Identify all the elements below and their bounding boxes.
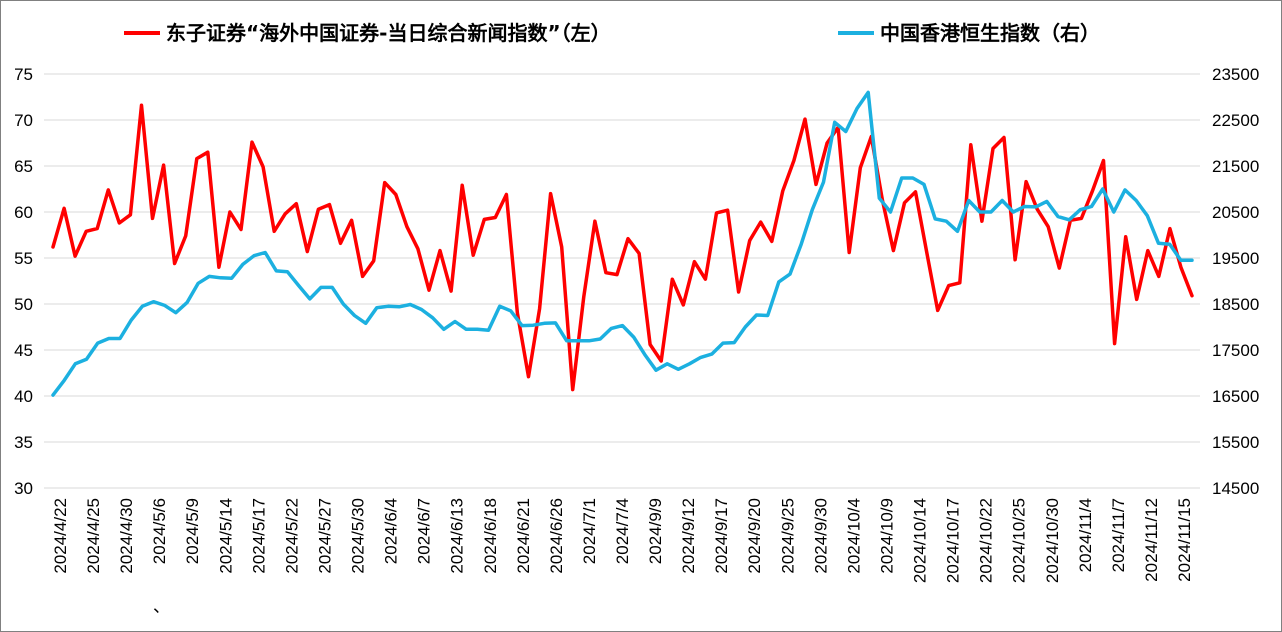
y-left-tick-label: 45 <box>14 341 33 360</box>
x-tick-label: 2024/10/4 <box>844 498 863 574</box>
x-tick-label: 2024/11/12 <box>1142 498 1161 582</box>
x-tick-label: 2024/11/4 <box>1076 498 1095 572</box>
x-tick-label: 2024/6/13 <box>448 498 467 574</box>
series-line-news-index <box>51 103 1194 392</box>
x-tick-label: 2024/10/22 <box>977 498 996 583</box>
y-left-tick-label: 35 <box>14 433 33 452</box>
x-tick-label: 2024/11/15 <box>1175 498 1194 582</box>
y-left-tick-label: 30 <box>14 479 33 498</box>
x-tick-label: 2024/5/14 <box>216 498 235 574</box>
y-axis-right: 14500 15500 16500 17500 18500 19500 20500 21500… <box>1212 65 1259 498</box>
x-tick-label: 2024/9/12 <box>679 498 698 574</box>
x-tick-label: 2024/6/4 <box>382 498 401 564</box>
y-left-tick-label: 65 <box>14 157 33 176</box>
series-line-hang-seng <box>51 90 1194 397</box>
y-right-tick-label: 20500 <box>1212 203 1259 222</box>
x-tick-label: 2024/9/9 <box>646 498 665 564</box>
legend-label-hang-seng: 中国香港恒生指数（右） <box>880 21 1100 45</box>
x-tick-label: 2024/4/22 <box>51 498 70 574</box>
x-tick-label: 2024/5/30 <box>349 498 368 574</box>
x-tick-label: 2024/5/6 <box>150 498 169 564</box>
x-tick-label: 2024/6/18 <box>481 498 500 574</box>
y-right-tick-label: 15500 <box>1212 433 1259 452</box>
legend-label-news-index: 东子证券“海外中国证券-当日综合新闻指数”（左） <box>166 21 611 45</box>
y-right-tick-label: 17500 <box>1212 341 1259 360</box>
x-tick-label: 2024/7/1 <box>580 498 599 564</box>
x-tick-label: 2024/4/30 <box>117 498 136 574</box>
y-axis-left: 30 35 40 45 50 55 60 65 70 75 <box>14 65 33 498</box>
x-tick-label: 2024/6/26 <box>547 498 566 574</box>
y-right-tick-label: 19500 <box>1212 249 1259 268</box>
x-tick-label: 2024/6/21 <box>514 498 533 574</box>
x-tick-label: 2024/5/22 <box>282 498 301 574</box>
x-tick-label: 2024/7/4 <box>613 498 632 564</box>
x-tick-label: 2024/9/25 <box>778 498 797 574</box>
gridlines <box>44 73 1200 489</box>
x-tick-label: 2024/11/7 <box>1109 498 1128 572</box>
x-tick-label: 2024/9/30 <box>811 498 830 574</box>
x-tick-label: 2024/5/17 <box>249 498 268 574</box>
x-tick-label: 2024/6/7 <box>415 498 434 564</box>
y-left-tick-label: 55 <box>14 249 33 268</box>
y-left-tick-label: 70 <box>14 111 33 130</box>
x-axis-note: 、 <box>153 597 170 616</box>
x-tick-label: 2024/5/27 <box>315 498 334 574</box>
legend: 东子证券“海外中国证券-当日综合新闻指数”（左） 中国香港恒生指数（右） <box>124 21 1100 45</box>
x-tick-label: 2024/10/25 <box>1010 498 1029 583</box>
y-right-tick-label: 16500 <box>1212 387 1259 406</box>
y-left-tick-label: 40 <box>14 387 33 406</box>
y-left-tick-label: 60 <box>14 203 33 222</box>
x-tick-label: 2024/5/9 <box>183 498 202 564</box>
y-right-tick-label: 14500 <box>1212 479 1259 498</box>
x-tick-label: 2024/9/17 <box>712 498 731 574</box>
y-left-tick-label: 50 <box>14 295 33 314</box>
x-tick-label: 2024/4/25 <box>84 498 103 574</box>
x-axis: 2024/4/22 2024/4/25 2024/4/30 2024/5/6 2024/… <box>51 498 1194 583</box>
y-left-tick-label: 75 <box>14 65 33 84</box>
y-right-tick-label: 22500 <box>1212 111 1259 130</box>
series-group <box>51 90 1194 397</box>
y-right-tick-label: 23500 <box>1212 65 1259 84</box>
x-tick-label: 2024/10/9 <box>877 498 896 574</box>
y-right-tick-label: 21500 <box>1212 157 1259 176</box>
y-right-tick-label: 18500 <box>1212 295 1259 314</box>
x-tick-label: 2024/10/30 <box>1043 498 1062 583</box>
x-tick-label: 2024/10/17 <box>944 498 963 583</box>
x-tick-label: 2024/10/14 <box>911 498 930 583</box>
x-tick-label: 2024/9/20 <box>745 498 764 574</box>
